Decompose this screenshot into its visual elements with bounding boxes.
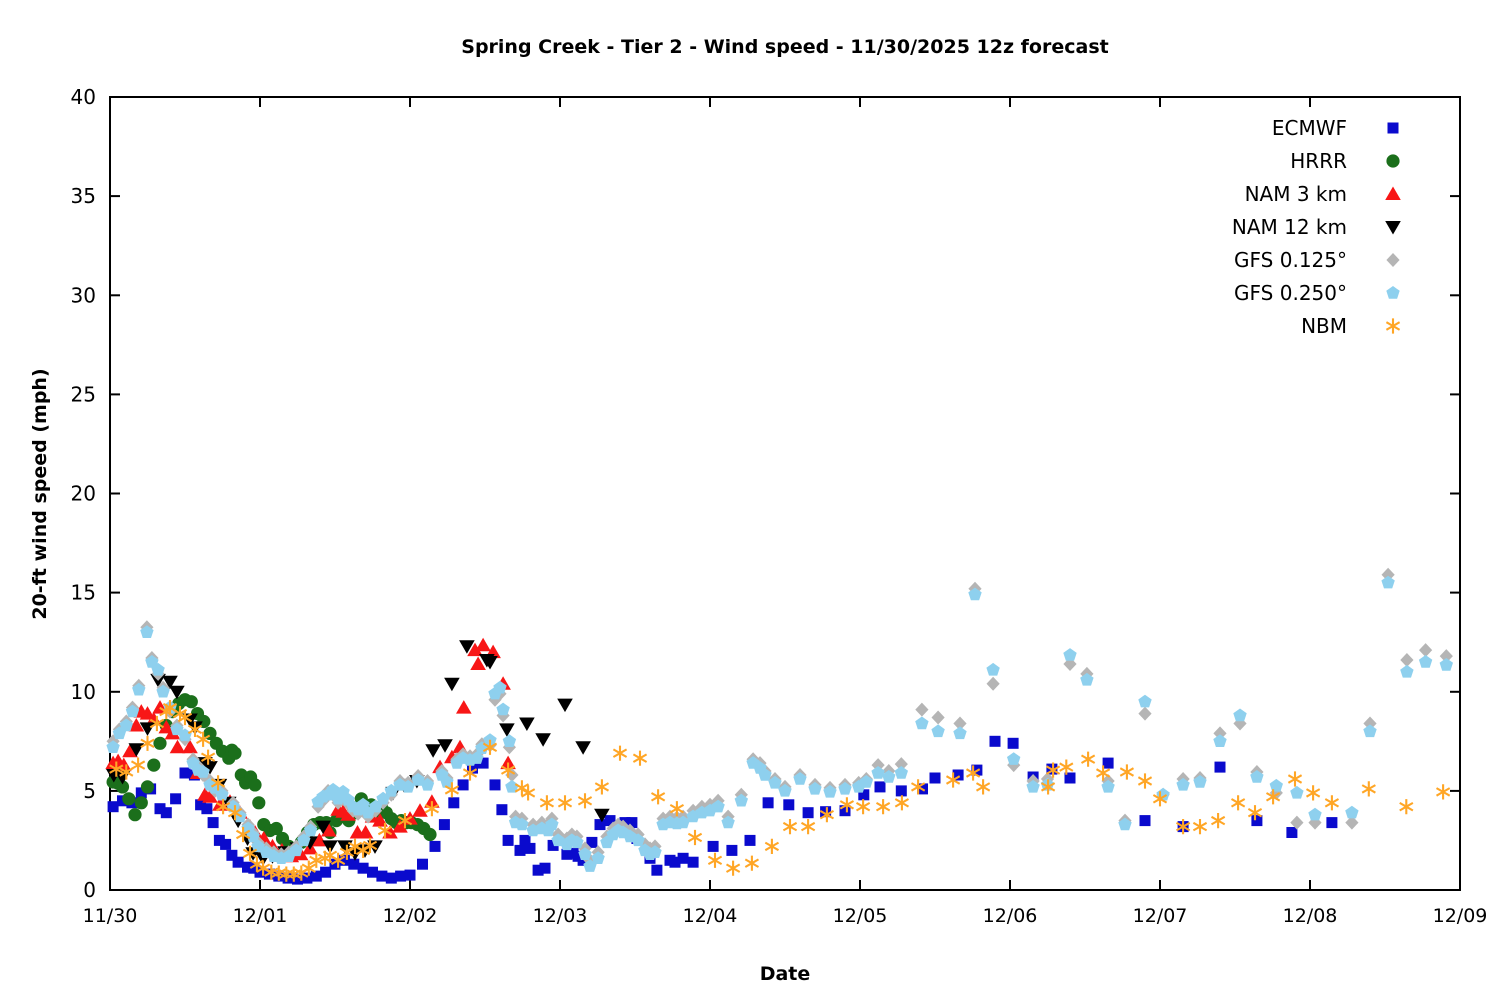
x-tick-label: 12/03 (533, 905, 588, 927)
x-tick-label: 11/30 (83, 905, 138, 927)
x-tick-label: 12/01 (233, 905, 288, 927)
series-nbm (109, 700, 1451, 882)
x-tick-label: 12/09 (1433, 905, 1488, 927)
y-tick-label: 30 (71, 283, 96, 307)
y-tick-label: 0 (83, 878, 96, 902)
y-tick-label: 35 (71, 184, 96, 208)
y-tick-label: 20 (71, 482, 96, 506)
x-axis-label: Date (759, 963, 811, 985)
legend-label: NAM 12 km (1232, 215, 1347, 239)
chart-title: Spring Creek - Tier 2 - Wind speed - 11/… (461, 36, 1109, 58)
x-tick-label: 12/07 (1133, 905, 1188, 927)
x-tick-label: 12/05 (833, 905, 888, 927)
x-tick-label: 12/06 (983, 905, 1038, 927)
series-gfs-0-250- (106, 575, 1453, 872)
legend: ECMWF HRRR NAM 3 km NAM 12 km GFS 0.125° GFS … (1232, 116, 1401, 338)
legend-label: HRRR (1290, 149, 1347, 173)
y-tick-label: 15 (71, 581, 96, 605)
plot-frame: 0 5 10 15 20 25 30 35 40 11/30 12/01 12/02 12/03 12/0… (71, 85, 1488, 927)
x-tick-label: 12/04 (683, 905, 738, 927)
x-tick-label: 12/08 (1283, 905, 1338, 927)
y-tick-label: 40 (71, 85, 96, 109)
y-tick-label: 5 (83, 779, 96, 803)
series-gfs-0-125- (106, 567, 1453, 868)
y-tick-label: 25 (71, 382, 96, 406)
legend-label: GFS 0.125° (1234, 248, 1347, 272)
legend-label: NAM 3 km (1245, 182, 1347, 206)
legend-label: NBM (1301, 314, 1347, 338)
x-tick-label: 12/02 (383, 905, 438, 927)
legend-label: GFS 0.250° (1234, 281, 1347, 305)
series-ecmwf (107, 735, 1338, 885)
legend-label: ECMWF (1272, 116, 1347, 140)
y-tick-label: 10 (71, 680, 96, 704)
